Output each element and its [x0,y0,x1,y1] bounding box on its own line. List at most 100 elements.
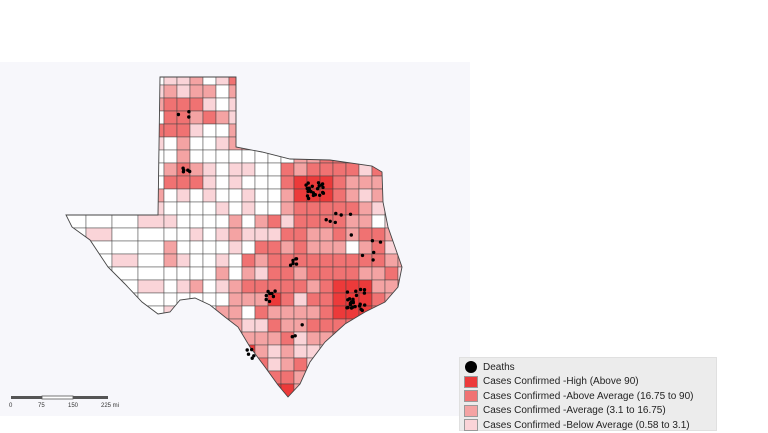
county [371,175,386,190]
county [137,188,152,203]
county [163,201,178,216]
county [280,266,295,281]
county [176,227,191,242]
county [254,123,269,138]
county [306,201,321,216]
county [345,214,360,229]
county [66,162,74,177]
county [280,279,295,294]
county [267,97,282,112]
county [111,188,126,203]
county [280,396,295,397]
county [111,331,139,346]
county [241,370,256,385]
county [111,175,126,190]
county [306,162,321,177]
county [189,240,204,255]
county [66,305,87,320]
county [306,396,321,397]
county [228,110,243,125]
county [371,123,386,138]
county [345,266,360,281]
county [371,227,386,242]
county [293,383,308,397]
county [163,266,178,281]
county [384,110,399,125]
county [241,201,256,216]
county [371,318,386,333]
county [150,97,165,112]
county [215,84,230,99]
county [332,266,347,281]
county [163,175,178,190]
county [241,279,256,294]
county [371,84,386,99]
county [72,97,87,112]
county [215,370,230,385]
county [254,110,269,125]
county [124,188,139,203]
county [254,383,269,397]
county [345,97,360,112]
county [267,253,282,268]
legend-label-high: Cases Confirmed -High (Above 90) [483,376,639,388]
county [267,214,282,229]
county [293,279,308,294]
death-dot [246,352,251,356]
county [163,97,178,112]
county [163,383,178,397]
county [176,383,191,397]
county [202,357,217,372]
county [358,318,373,333]
death-dot [187,110,191,114]
county [228,383,243,397]
county [280,188,295,203]
death-dot [311,193,316,198]
county [215,214,230,229]
county [111,97,126,112]
county [384,123,399,138]
death-dot [294,257,299,261]
county [66,344,87,359]
county [293,305,308,320]
map-panel [0,62,470,416]
county [371,97,386,112]
death-dot [187,115,191,119]
county [215,77,230,86]
death-dot [293,334,297,338]
county [319,136,334,151]
county [358,331,373,346]
county [66,110,74,125]
county [137,318,165,333]
county [293,136,308,151]
county [267,110,282,125]
county [358,344,373,359]
death-dot [324,218,328,222]
county [241,253,256,268]
county [267,305,282,320]
death-dot [304,183,308,187]
county [202,344,217,359]
county [332,279,347,294]
death-dot [348,302,353,307]
legend-label-average: Cases Confirmed -Average (3.1 to 16.75) [483,405,666,417]
death-dot [328,219,332,223]
county [254,331,269,346]
county [85,227,113,242]
county [384,318,399,333]
county [371,331,386,346]
county [228,279,243,294]
county [280,84,295,99]
county [189,175,204,190]
county [215,136,230,151]
county [306,123,321,138]
legend-item-average: Cases Confirmed -Average (3.1 to 16.75) [464,404,712,419]
county [176,149,191,164]
county [397,266,402,281]
county [319,279,334,294]
county [202,136,217,151]
county [384,383,399,397]
county [228,84,243,99]
county [150,175,165,190]
county [371,383,386,397]
